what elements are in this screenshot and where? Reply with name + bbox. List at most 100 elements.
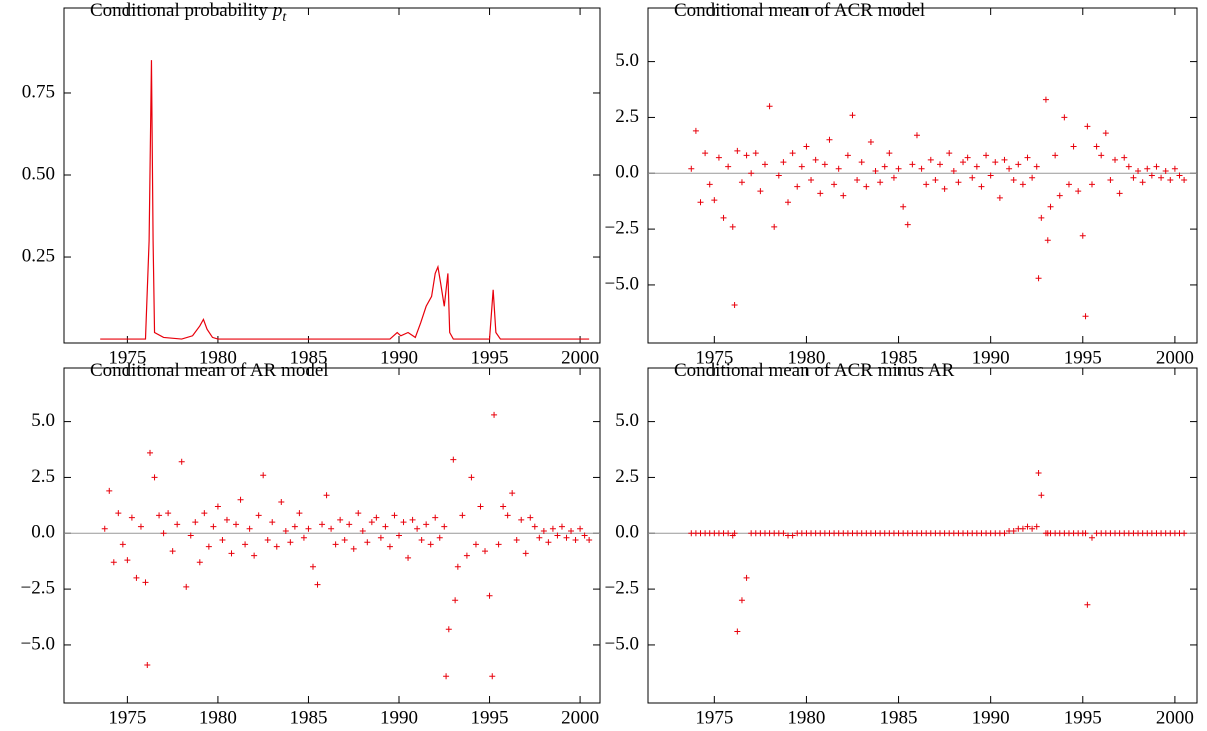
data-point bbox=[1010, 176, 1017, 183]
data-point bbox=[969, 174, 976, 181]
data-point bbox=[509, 490, 516, 497]
data-point bbox=[725, 163, 732, 170]
y-tick-label: −5.0 bbox=[21, 633, 55, 654]
data-point bbox=[296, 510, 303, 517]
data-point bbox=[115, 510, 122, 517]
data-point bbox=[391, 512, 398, 519]
data-point bbox=[291, 523, 298, 530]
data-point bbox=[269, 519, 276, 526]
data-point bbox=[549, 525, 556, 532]
data-point bbox=[531, 523, 538, 530]
data-point bbox=[228, 550, 235, 557]
data-point bbox=[341, 536, 348, 543]
data-point bbox=[210, 523, 217, 530]
data-point bbox=[1171, 165, 1178, 172]
x-tick-label: 1980 bbox=[787, 707, 825, 728]
data-point bbox=[1010, 528, 1017, 535]
title-text: Conditional mean of ACR minus AR bbox=[674, 360, 955, 381]
data-point bbox=[937, 161, 944, 168]
y-tick-label: 0.0 bbox=[615, 162, 639, 183]
data-point bbox=[1033, 523, 1040, 530]
data-point bbox=[1082, 313, 1089, 320]
data-point bbox=[808, 176, 815, 183]
data-point bbox=[463, 552, 470, 559]
data-point bbox=[196, 559, 203, 566]
data-point bbox=[734, 628, 741, 635]
y-tick-label: 5.0 bbox=[31, 410, 55, 431]
data-point bbox=[319, 521, 326, 528]
data-point bbox=[752, 150, 759, 157]
data-point bbox=[1029, 525, 1036, 532]
data-point bbox=[586, 536, 593, 543]
data-point bbox=[872, 168, 879, 175]
data-point bbox=[477, 503, 484, 510]
data-point bbox=[536, 534, 543, 541]
data-point bbox=[500, 503, 507, 510]
data-point bbox=[359, 528, 366, 535]
data-point bbox=[1033, 163, 1040, 170]
data-point bbox=[264, 536, 271, 543]
data-point bbox=[527, 514, 534, 521]
data-point bbox=[904, 221, 911, 228]
data-point bbox=[373, 514, 380, 521]
data-point bbox=[418, 536, 425, 543]
data-point bbox=[101, 525, 108, 532]
data-point bbox=[1006, 165, 1013, 172]
data-point bbox=[450, 456, 457, 463]
data-point bbox=[165, 510, 172, 517]
x-tick-label: 2000 bbox=[561, 707, 599, 728]
data-point bbox=[1112, 156, 1119, 163]
data-point bbox=[941, 185, 948, 192]
data-point bbox=[1102, 130, 1109, 137]
title-text: Conditional mean of AR model bbox=[90, 360, 329, 381]
data-point bbox=[305, 525, 312, 532]
data-point bbox=[192, 519, 199, 526]
data-point bbox=[214, 503, 221, 510]
data-point bbox=[1098, 152, 1105, 159]
y-tick-label: 5.0 bbox=[615, 410, 639, 431]
data-point bbox=[1070, 143, 1077, 150]
data-point bbox=[766, 103, 773, 110]
data-point bbox=[233, 521, 240, 528]
x-tick-label: 1990 bbox=[380, 347, 418, 368]
data-point bbox=[518, 516, 525, 523]
data-point bbox=[169, 548, 176, 555]
x-tick-label: 2000 bbox=[561, 347, 599, 368]
data-point bbox=[563, 534, 570, 541]
data-point bbox=[1038, 492, 1045, 499]
data-point bbox=[119, 541, 126, 548]
data-point bbox=[794, 183, 801, 190]
data-point bbox=[346, 521, 353, 528]
data-point bbox=[1139, 179, 1146, 186]
data-point bbox=[414, 525, 421, 532]
data-point bbox=[1084, 601, 1091, 608]
data-point bbox=[743, 574, 750, 581]
data-point bbox=[482, 548, 489, 555]
data-point bbox=[697, 199, 704, 206]
data-point bbox=[459, 512, 466, 519]
plot-frame bbox=[647, 7, 1198, 344]
data-point bbox=[151, 474, 158, 481]
x-tick-label: 1995 bbox=[471, 707, 509, 728]
data-point bbox=[927, 156, 934, 163]
data-point bbox=[328, 525, 335, 532]
data-point bbox=[909, 161, 916, 168]
data-point bbox=[445, 626, 452, 633]
x-tick-label: 1990 bbox=[972, 707, 1010, 728]
data-point bbox=[128, 514, 135, 521]
data-point bbox=[702, 150, 709, 157]
data-point bbox=[731, 302, 738, 309]
data-point bbox=[895, 165, 902, 172]
title-text: Conditional mean of ACR model bbox=[674, 0, 925, 21]
y-tick-label: 2.5 bbox=[615, 106, 639, 127]
data-point bbox=[775, 172, 782, 179]
y-tick-label: 0.0 bbox=[31, 522, 55, 543]
data-point bbox=[273, 543, 280, 550]
data-point bbox=[1052, 152, 1059, 159]
data-point bbox=[581, 532, 588, 539]
x-tick-label: 2000 bbox=[1156, 347, 1194, 368]
data-point bbox=[223, 516, 230, 523]
data-point bbox=[964, 154, 971, 161]
data-point bbox=[918, 165, 925, 172]
